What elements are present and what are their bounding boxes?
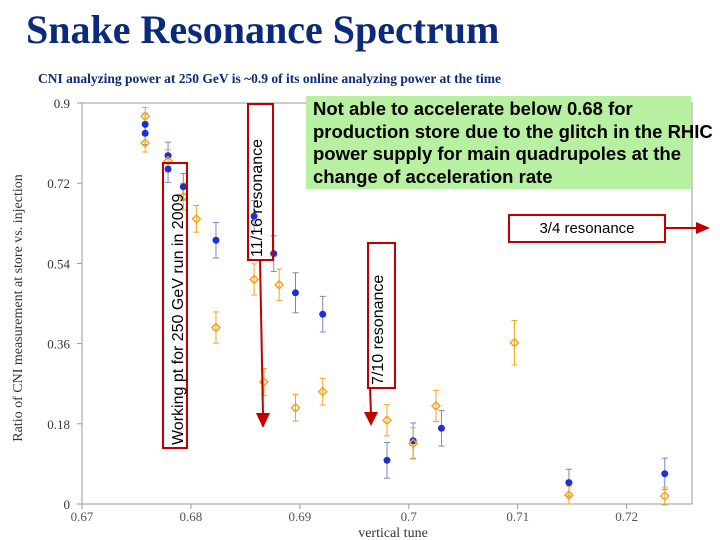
data-point-circle: [383, 456, 391, 464]
y-axis-label: Ratio of CNI measurement at store vs. in…: [11, 174, 26, 442]
x-tick-label: 0.7: [401, 509, 418, 524]
y-tick-label: 0.54: [47, 256, 70, 271]
res-11-16-text: 11/16 resonance: [249, 139, 266, 257]
data-point-diamond: [249, 274, 260, 285]
res-7-10-box: [367, 242, 396, 389]
x-tick-label: 0.68: [180, 509, 203, 524]
y-tick-label: 0: [64, 497, 71, 512]
x-tick-label: 0.72: [615, 509, 638, 524]
data-point-diamond: [408, 438, 419, 449]
data-point-diamond: [659, 490, 670, 502]
data-point-diamond: [381, 415, 393, 426]
y-tick-label: 0.72: [47, 176, 70, 191]
res-3-4-label: 3/4 resonance: [508, 214, 666, 243]
data-point-circle: [409, 437, 417, 445]
data-point-diamond: [509, 337, 520, 348]
data-point-circle: [164, 152, 172, 160]
slide-title: Snake Resonance Spectrum: [26, 7, 500, 52]
working-point-box: [162, 162, 188, 449]
data-point-diamond: [274, 279, 285, 290]
data-point-circle: [141, 120, 149, 128]
data-point-circle: [661, 470, 669, 478]
x-tick-label: 0.67: [71, 509, 94, 524]
res-11-16-arrow: [259, 259, 264, 416]
data-point-diamond: [258, 376, 269, 387]
data-point-diamond: [162, 155, 174, 166]
res-7-10-arrow: [369, 387, 372, 416]
x-tick-label: 0.71: [506, 509, 529, 524]
y-tick-label: 0.36: [47, 337, 70, 352]
data-point-circle: [141, 129, 149, 137]
data-point-circle: [319, 310, 327, 318]
data-point-circle: [565, 479, 573, 487]
res-7-10-label: 7/10 resonance: [370, 275, 387, 385]
data-point-diamond: [563, 490, 574, 501]
x-axis-label: vertical tune: [358, 526, 428, 540]
y-tick-label: 0.18: [47, 417, 70, 432]
data-point-diamond: [210, 322, 222, 333]
res-7-10-text: 7/10 resonance: [370, 275, 387, 385]
y-tick-label: 0.9: [54, 96, 70, 111]
res-11-16-arrowhead: [256, 413, 270, 428]
working-point-label: Working pt for 250 GeV run in 2009: [170, 193, 187, 445]
data-point-circle: [212, 236, 220, 244]
res-11-16-label: 11/16 resonance: [249, 139, 266, 257]
data-point-diamond: [290, 402, 301, 413]
data-point-circle: [292, 289, 299, 297]
data-point-circle: [179, 183, 187, 191]
data-point-diamond: [317, 386, 328, 397]
data-point-diamond: [191, 213, 202, 224]
res-3-4-arrowhead: [696, 222, 710, 234]
data-point-diamond: [140, 138, 151, 149]
data-point-diamond: [430, 400, 442, 412]
data-point-diamond: [178, 191, 189, 202]
note-box: [306, 96, 691, 189]
res-7-10-arrowhead: [364, 412, 378, 426]
data-point-circle: [437, 424, 445, 432]
data-point-circle: [164, 165, 172, 173]
slide-subtitle: CNI analyzing power at 250 GeV is ~0.9 o…: [38, 71, 502, 86]
note-text: Not able to accelerate below 0.68 for pr…: [313, 98, 713, 187]
data-point-circle: [250, 212, 258, 220]
x-tick-label: 0.69: [288, 509, 311, 524]
data-point-diamond: [140, 111, 151, 122]
